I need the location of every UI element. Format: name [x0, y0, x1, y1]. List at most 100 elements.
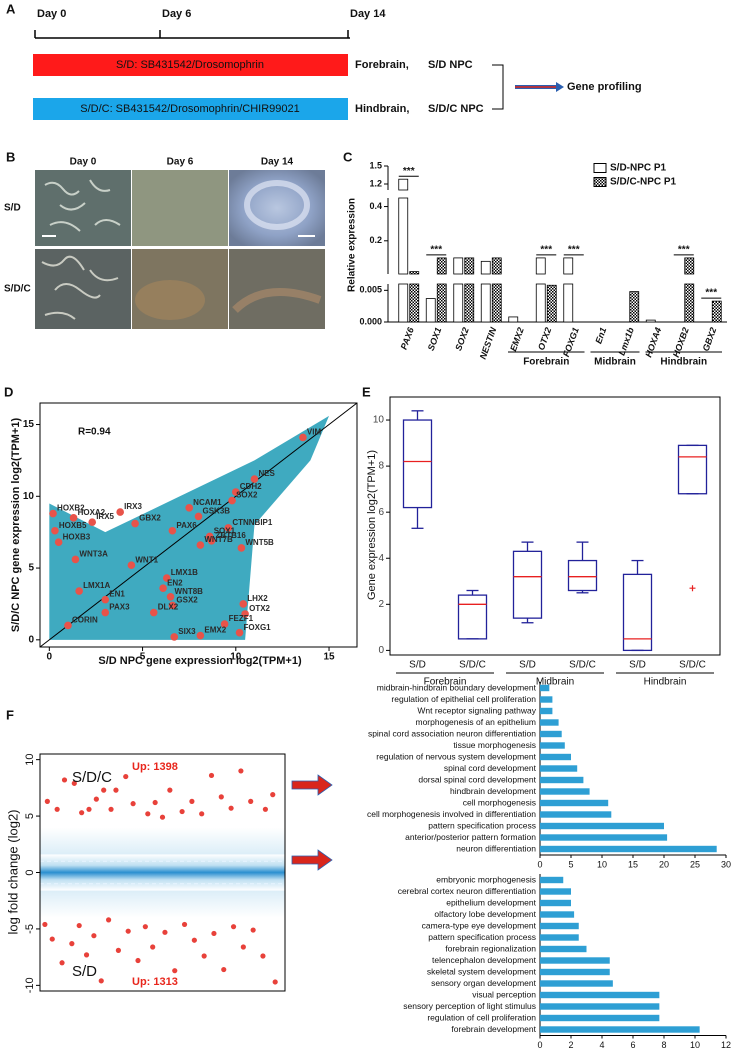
count-label: Up: 1313 — [132, 976, 178, 988]
y-tick-label: 1.5 — [369, 160, 382, 170]
point — [71, 780, 77, 786]
point-label: FOXG1 — [244, 623, 272, 632]
bar — [540, 753, 571, 761]
point — [262, 806, 268, 812]
point — [75, 587, 83, 595]
point — [201, 953, 207, 959]
point — [260, 953, 266, 959]
point — [64, 621, 72, 630]
row-label: S/D/C — [4, 284, 31, 295]
x-tick-label: 20 — [659, 859, 669, 869]
bar — [409, 283, 420, 323]
day-label: Day 0 — [37, 8, 66, 20]
bar — [540, 788, 590, 795]
y-tick-label: 0.000 — [359, 316, 382, 326]
point-label: WNT3A — [79, 550, 108, 559]
bar — [540, 696, 553, 703]
protocol-label: S/D: SB431542/Drosomophrin — [116, 59, 264, 71]
bar-category: midbrain-hindbrain boundary development — [377, 682, 537, 692]
bar-category: visual perception — [472, 989, 536, 999]
point — [221, 966, 227, 973]
bar — [436, 257, 447, 275]
y-tick-label: 5 — [28, 563, 34, 574]
significance: *** — [568, 245, 580, 256]
point — [101, 595, 110, 604]
point-label: VIM — [307, 428, 322, 437]
bar — [491, 283, 502, 323]
point-label: NCAM1 — [193, 498, 222, 507]
bar-category: pattern specification process — [428, 932, 536, 942]
point-label: OTX2 — [249, 604, 270, 613]
point-label: SIX3 — [178, 627, 196, 636]
point-label: HOXA2 — [78, 508, 106, 517]
bar — [540, 845, 717, 853]
x-tick-label: S/D/C — [459, 660, 486, 671]
point — [108, 806, 114, 812]
bar — [540, 968, 610, 976]
bar-category: cerebral cortex neuron differentiation — [398, 886, 537, 896]
bar — [546, 284, 557, 323]
point — [272, 979, 278, 985]
bar — [540, 707, 553, 715]
panel-letter: D — [4, 384, 13, 399]
point-label: SOX2 — [236, 491, 258, 500]
bar — [540, 957, 610, 964]
identity-line — [39, 402, 358, 648]
y-tick-label: 10 — [373, 415, 385, 426]
point — [199, 811, 205, 817]
y-tick-label: 0.2 — [369, 235, 382, 245]
point — [159, 584, 167, 592]
point — [101, 787, 107, 793]
point — [299, 433, 307, 442]
significance: *** — [403, 166, 415, 177]
x-tick-label: En1 — [593, 326, 608, 345]
point — [168, 526, 177, 535]
point — [191, 937, 197, 943]
x-axis-label: S/D NPC gene expression log2(TPM+1) — [98, 655, 302, 667]
group-label: Midbrain — [594, 357, 636, 368]
point — [135, 957, 141, 964]
point — [42, 921, 48, 928]
point-label: HOXB5 — [59, 521, 87, 530]
bar — [540, 1003, 660, 1010]
point — [88, 518, 97, 526]
point — [86, 806, 92, 812]
bar-category: hindbrain development — [450, 786, 537, 796]
point — [59, 960, 65, 966]
point — [123, 773, 129, 780]
y-tick-label: 0.4 — [369, 201, 382, 211]
bar — [540, 834, 668, 841]
point-label: WNT1 — [135, 555, 158, 564]
box — [677, 444, 708, 495]
point — [196, 541, 205, 549]
point — [224, 524, 233, 532]
y-tick-label: 0 — [28, 634, 34, 645]
point-label: HOXB3 — [63, 532, 91, 541]
bar — [508, 316, 519, 323]
x-tick-label: 15 — [323, 652, 335, 663]
point-label: LHX2 — [247, 594, 268, 603]
bar — [540, 945, 587, 953]
x-tick-label: 10 — [690, 1040, 700, 1050]
x-tick-label: 0 — [537, 859, 542, 869]
group-label: Hindbrain — [644, 677, 687, 688]
point — [91, 933, 97, 939]
box — [622, 573, 653, 652]
panel-letter: E — [362, 384, 371, 399]
point-label: IRX5 — [96, 512, 114, 521]
box — [457, 594, 488, 640]
micrographs — [35, 170, 325, 329]
point — [207, 536, 216, 545]
bar-category: morphogenesis of an epithelium — [416, 717, 537, 727]
point — [170, 633, 179, 641]
x-tick-label: 8 — [661, 1040, 666, 1050]
x-tick-label: 4 — [599, 1040, 604, 1050]
x-tick-label: GBX2 — [701, 326, 719, 352]
legend-swatch — [593, 163, 607, 173]
point — [194, 512, 203, 521]
box — [512, 550, 543, 619]
point — [220, 620, 229, 628]
bar — [563, 283, 574, 323]
point — [83, 952, 90, 958]
bar — [540, 811, 612, 818]
